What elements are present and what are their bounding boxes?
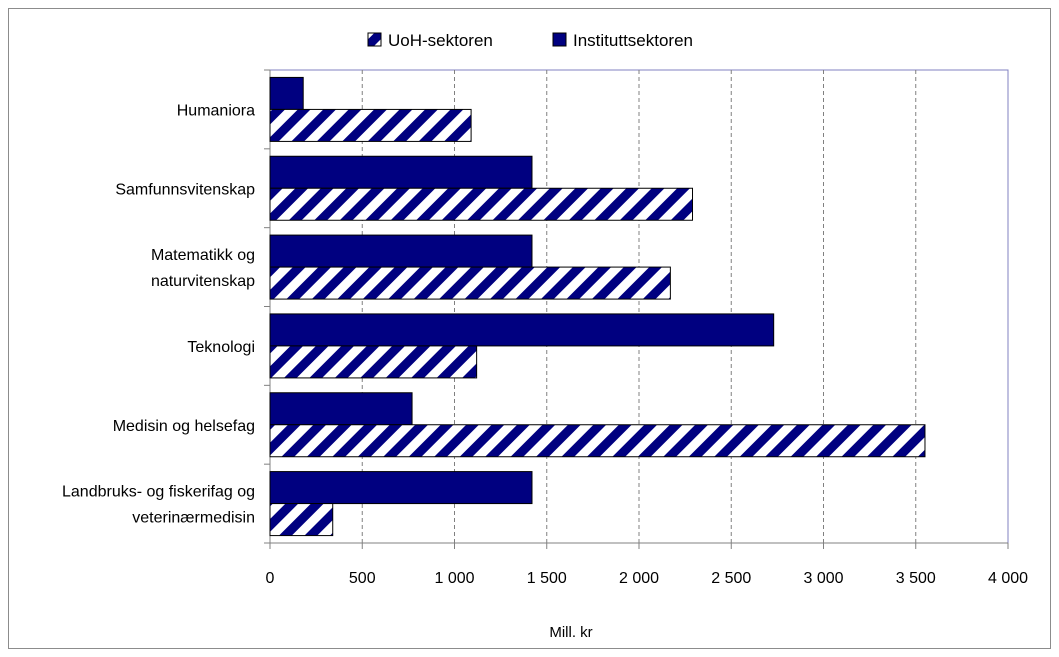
x-tick-label: 0 [266,570,275,587]
bar-instituttsektoren [269,392,413,426]
bar-uoh-sektoren [269,187,694,221]
x-tick-label: 1 500 [527,570,567,587]
category-label: Landbruks- og fiskerifag og [62,484,255,501]
bar-instituttsektoren [269,76,304,110]
bar-uoh-sektoren [269,345,478,379]
bar-instituttsektoren [269,471,533,505]
bar-uoh-sektoren [269,266,671,300]
bar-instituttsektoren [269,155,533,189]
x-tick-label: 500 [349,570,376,587]
category-label: Humaniora [177,102,255,119]
chart-frame [8,8,1051,649]
x-tick-label: 2 000 [619,570,659,587]
bar-uoh-sektoren [269,424,926,458]
x-tick-label: 3 500 [896,570,936,587]
category-label: Medisin og helsefag [113,418,255,435]
legend-swatch [552,32,567,47]
x-tick-label: 1 000 [434,570,474,587]
legend-label: Instituttsektoren [573,31,693,50]
bar-instituttsektoren [269,234,533,268]
bar-instituttsektoren [269,313,775,347]
x-tick-label: 3 000 [803,570,843,587]
bar-uoh-sektoren [269,108,472,142]
legend-swatch [367,32,382,47]
category-label: Samfunnsvitenskap [115,181,255,198]
category-label: Teknologi [187,339,255,356]
x-tick-label: 4 000 [988,570,1028,587]
category-label: veterinærmedisin [132,510,255,527]
category-label: naturvitenskap [151,273,255,290]
bar-uoh-sektoren [269,503,334,537]
x-axis-title: Mill. kr [549,624,592,641]
legend-label: UoH-sektoren [388,31,493,50]
legend: UoH-sektoren Instituttsektoren [367,31,693,50]
category-label: Matematikk og [151,247,255,264]
plot-area: 0 500 1 000 1 500 2 000 2 500 3 000 3 500 4 000 H… [62,69,1028,587]
x-tick-label: 2 500 [711,570,751,587]
